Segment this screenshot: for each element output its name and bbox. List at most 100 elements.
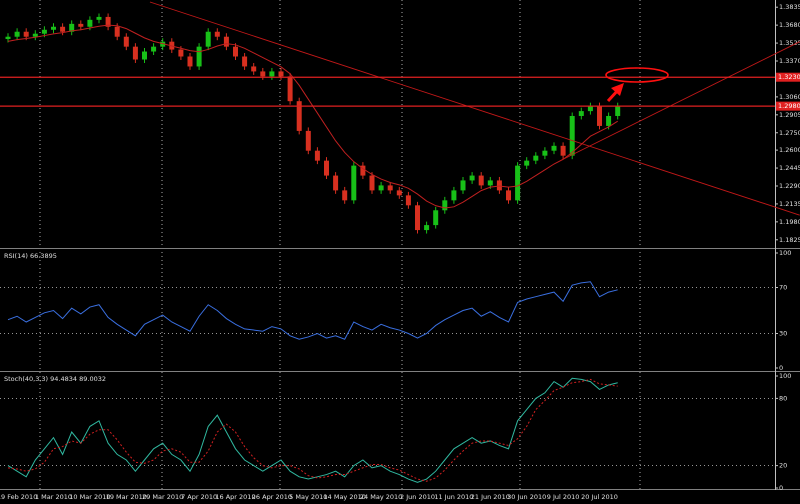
indicator-title: Stoch(40,3,3) 94.4834 89.0032 <box>4 375 106 383</box>
y-tick-label: 1.1825 <box>779 236 800 244</box>
y-tick-label: 1.1980 <box>779 218 800 226</box>
candle-body <box>223 36 229 47</box>
candle-body <box>269 71 275 77</box>
candle-body <box>160 41 166 47</box>
y-tick-label: 80 <box>779 394 787 402</box>
y-tick-label: 20 <box>779 462 787 470</box>
candle-body <box>187 56 193 67</box>
candle-body <box>606 115 612 126</box>
candle-body <box>360 165 366 176</box>
candle-body <box>96 16 102 20</box>
candle-body <box>405 195 411 206</box>
candle-body <box>478 175 484 186</box>
candle-body <box>251 66 257 72</box>
x-tick-label: 24 May 2010 <box>360 493 402 501</box>
y-tick-label: 100 <box>779 249 791 257</box>
candle-body <box>14 31 20 37</box>
x-tick-label: 9 Jul 2010 <box>547 493 580 501</box>
indicator-line <box>7 377 618 483</box>
candle-body <box>396 190 402 196</box>
x-tick-label: 11 Jun 2010 <box>434 493 473 501</box>
y-tick-label: 0 <box>779 484 783 492</box>
x-tick-label: 14 May 2010 <box>324 493 366 501</box>
x-tick-label: 26 Apr 2010 <box>252 493 292 501</box>
candle-body <box>551 145 557 151</box>
candle-body <box>32 33 38 37</box>
candle-body <box>351 165 357 201</box>
y-tick-label: 1.3060 <box>779 93 800 101</box>
candle-body <box>205 31 211 47</box>
x-tick-label: 19 Mar 2010 <box>106 493 147 501</box>
indicator-line <box>7 378 618 482</box>
candle-body <box>114 26 120 37</box>
candle-body <box>69 23 75 32</box>
candle-body <box>214 31 220 37</box>
candle-body <box>433 210 439 226</box>
candle-body <box>314 150 320 161</box>
candle-body <box>515 165 521 201</box>
x-tick-label: 16 Apr 2010 <box>215 493 255 501</box>
y-tick-label: 1.2905 <box>779 111 800 119</box>
candle-body <box>105 16 111 27</box>
candle-body <box>178 49 184 57</box>
candle-body <box>151 46 157 52</box>
candle-body <box>496 180 502 191</box>
candle-body <box>342 190 348 201</box>
candle-body <box>587 106 593 112</box>
candle-body <box>287 76 293 102</box>
price-label-box <box>776 72 800 82</box>
candle-body <box>542 150 548 156</box>
candle-body <box>451 190 457 201</box>
y-tick-label: 100 <box>779 372 791 380</box>
y-tick-label: 1.3835 <box>779 3 800 11</box>
candle-body <box>260 71 266 77</box>
trend-line <box>560 41 800 162</box>
candle-body <box>296 101 302 131</box>
y-tick-label: 1.3525 <box>779 39 800 47</box>
candle-body <box>524 160 530 166</box>
indicator-line <box>7 281 618 340</box>
candle-body <box>87 19 93 27</box>
candle-body <box>242 56 248 67</box>
candle-body <box>460 180 466 191</box>
x-tick-label: 5 May 2010 <box>289 493 327 501</box>
candle-body <box>196 46 202 67</box>
candle-body <box>324 160 329 176</box>
candle-body <box>369 175 375 191</box>
candle-body <box>415 205 420 231</box>
y-tick-label: 30 <box>779 330 787 338</box>
candle-body <box>23 31 29 37</box>
candle-body <box>469 175 475 181</box>
candle-body <box>132 46 138 60</box>
candle-body <box>569 115 575 156</box>
candle-body <box>597 106 602 126</box>
y-tick-label: 1.2750 <box>779 129 800 137</box>
candle-body <box>51 26 56 30</box>
candle-body <box>60 26 66 32</box>
indicator-title: RSI(14) 66.3895 <box>4 252 57 260</box>
annotation-arrow-head <box>611 83 624 96</box>
candle-body <box>41 29 47 34</box>
candle-body <box>305 130 311 151</box>
candle-body <box>487 180 493 186</box>
candle-body <box>278 71 284 77</box>
y-tick-label: 1.2290 <box>779 182 800 190</box>
x-tick-label: 19 Feb 2010 <box>0 493 37 501</box>
candle-body <box>378 185 384 191</box>
annotation-ellipse <box>605 67 669 83</box>
x-tick-label: 1 Mar 2010 <box>35 493 72 501</box>
x-tick-label: 20 Jul 2010 <box>581 493 618 501</box>
candle-body <box>506 190 511 201</box>
x-tick-label: 2 Jun 2010 <box>400 493 435 501</box>
candle-body <box>78 23 84 27</box>
candle-body <box>560 145 566 156</box>
trend-line <box>149 1 800 216</box>
candle-body <box>123 36 129 47</box>
y-tick-label: 70 <box>779 284 787 292</box>
y-tick-label: 0 <box>779 364 783 372</box>
candle-body <box>578 111 584 116</box>
candle-body <box>533 155 539 161</box>
